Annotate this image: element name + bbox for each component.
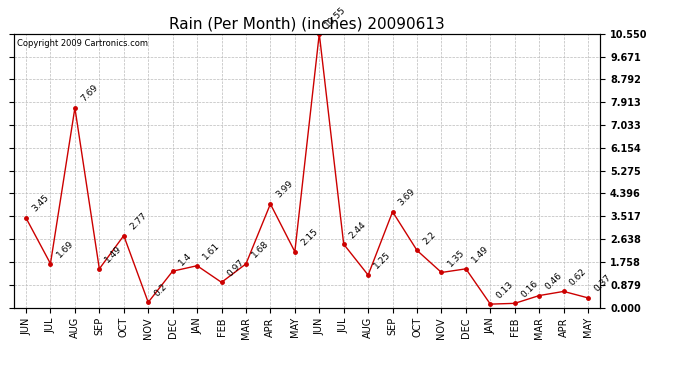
Text: 1.68: 1.68: [250, 239, 270, 260]
Text: 2.2: 2.2: [421, 230, 437, 246]
Text: 2.15: 2.15: [299, 227, 319, 248]
Text: Copyright 2009 Cartronics.com: Copyright 2009 Cartronics.com: [17, 39, 148, 48]
Title: Rain (Per Month) (inches) 20090613: Rain (Per Month) (inches) 20090613: [169, 16, 445, 31]
Text: 0.46: 0.46: [543, 271, 564, 291]
Text: 3.45: 3.45: [30, 193, 50, 214]
Text: 0.2: 0.2: [152, 282, 169, 298]
Text: 0.13: 0.13: [495, 279, 515, 300]
Text: 0.62: 0.62: [568, 267, 589, 287]
Text: 1.4: 1.4: [177, 251, 193, 267]
Text: 3.69: 3.69: [397, 187, 417, 208]
Text: 3.99: 3.99: [275, 179, 295, 200]
Text: 10.55: 10.55: [324, 5, 348, 30]
Text: 7.69: 7.69: [79, 83, 99, 104]
Text: 2.44: 2.44: [348, 220, 368, 240]
Text: 1.61: 1.61: [201, 241, 222, 261]
Text: 0.37: 0.37: [592, 273, 613, 294]
Text: 1.69: 1.69: [55, 239, 75, 260]
Text: 2.77: 2.77: [128, 211, 148, 231]
Text: 0.16: 0.16: [519, 279, 540, 299]
Text: 1.25: 1.25: [373, 251, 393, 271]
Text: 1.35: 1.35: [446, 248, 466, 268]
Text: 0.97: 0.97: [226, 258, 246, 278]
Text: 1.49: 1.49: [470, 244, 491, 265]
Text: 1.49: 1.49: [104, 244, 124, 265]
